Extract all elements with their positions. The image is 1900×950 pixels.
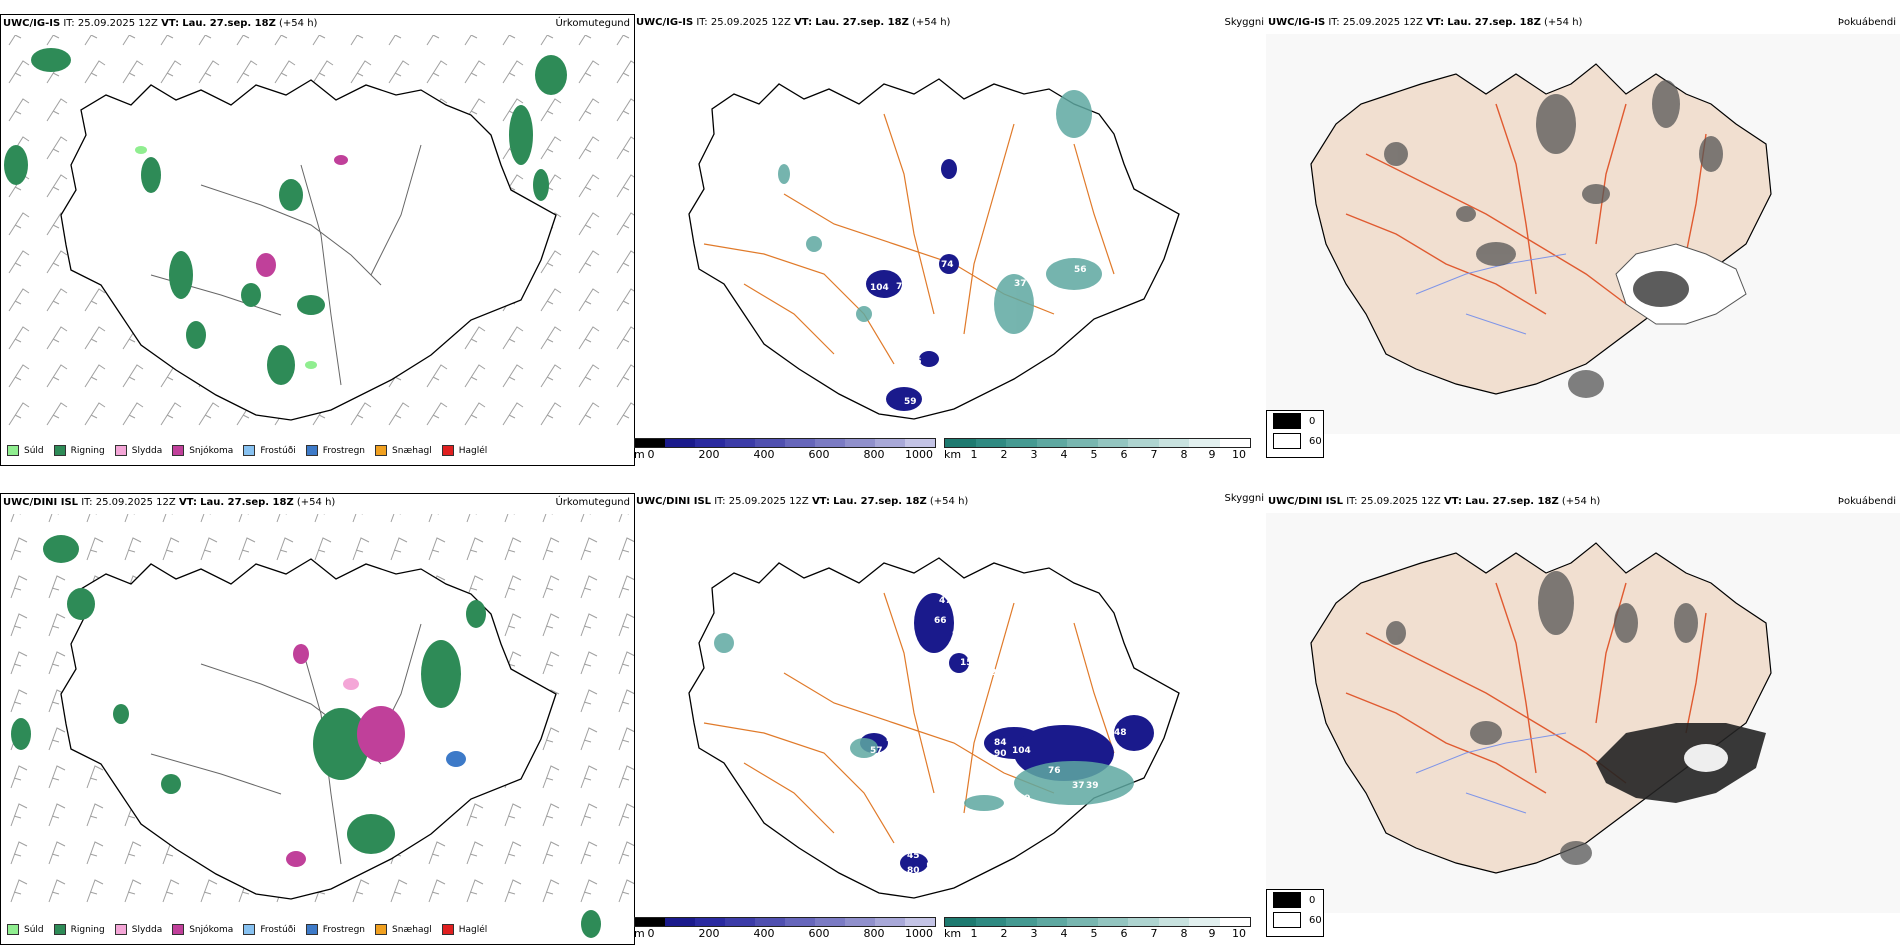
fog-map (1266, 34, 1900, 434)
svg-text:63: 63 (894, 257, 907, 267)
height-colorbar (634, 917, 936, 927)
precip-title: Úrkomutegund (555, 18, 630, 29)
panel-header: UWC/DINI ISL IT: 25.09.2025 12Z VT: Lau.… (1268, 496, 1601, 507)
svg-text:39: 39 (1086, 781, 1099, 791)
svg-text:84: 84 (994, 738, 1007, 748)
svg-text:151: 151 (960, 658, 979, 668)
legend-swatch (53, 445, 66, 456)
panel-header: UWC/IG-IS IT: 25.09.2025 12Z VT: Lau. 27… (1268, 17, 1583, 28)
svg-text:49: 49 (934, 400, 947, 410)
svg-text:80: 80 (988, 786, 1001, 796)
svg-text:72: 72 (896, 282, 909, 292)
panel-header: UWC/IG-IS IT: 25.09.2025 12Z VT: Lau. 27… (3, 18, 318, 29)
svg-text:40: 40 (939, 369, 952, 379)
legend-swatch (243, 445, 256, 456)
svg-text:42: 42 (984, 668, 997, 678)
fog-map (1266, 513, 1900, 913)
visibility-panel-1: UWC/IG-IS IT: 25.09.2025 12Z VT: Lau. 27… (634, 14, 1266, 464)
visibility-panel-2: UWC/DINI ISL IT: 25.09.2025 12Z VT: Lau.… (634, 493, 1264, 940)
svg-text:104: 104 (870, 283, 889, 293)
legend-swatch (114, 924, 127, 935)
svg-text:47: 47 (939, 596, 952, 606)
legend-swatch (305, 924, 318, 935)
legend-swatch (305, 445, 318, 456)
legend-swatch (53, 924, 66, 935)
legend-swatch (172, 445, 185, 456)
height-labels: 47 66 75 151 42 60 84 90 104 76 48 80 49… (870, 596, 1127, 876)
height-colorbar (634, 438, 936, 448)
svg-text:76: 76 (1048, 766, 1061, 776)
vis-unit: km (944, 927, 962, 940)
legend-swatch (7, 924, 19, 935)
legend-swatch (114, 445, 127, 456)
precip-title: Úrkomutegund (555, 497, 630, 508)
legend-swatch (375, 445, 388, 456)
visibility-colorbar (944, 438, 1251, 448)
svg-text:45: 45 (907, 851, 920, 861)
svg-text:48: 48 (1114, 728, 1127, 738)
legend-swatch (441, 445, 454, 456)
fog-panel-1: UWC/IG-IS IT: 25.09.2025 12Z VT: Lau. 27… (1266, 14, 1900, 464)
fog-legend: 0 60 (1266, 410, 1324, 458)
precip-legend: Súld Rigning Slydda Snjókoma Frostúði Fr… (7, 924, 497, 935)
legend-swatch (243, 924, 256, 935)
panel-header: UWC/IG-IS IT: 25.09.2025 12Z VT: Lau. 27… (636, 17, 951, 28)
height-labels: 63 74 104 72 37 56 66 40 59 49 (870, 257, 1087, 410)
precip-map (1, 514, 634, 938)
svg-text:43: 43 (1054, 806, 1067, 816)
height-unit: m (634, 448, 645, 461)
svg-text:60: 60 (939, 731, 952, 741)
panel-header: UWC/DINI ISL IT: 25.09.2025 12Z VT: Lau.… (3, 497, 336, 508)
svg-text:58: 58 (886, 734, 899, 744)
precip-panel-1: UWC/IG-IS IT: 25.09.2025 12Z VT: Lau. 27… (0, 14, 635, 466)
visibility-title: Skyggni (1224, 493, 1264, 504)
fog-panel-2: UWC/DINI ISL IT: 25.09.2025 12Z VT: Lau.… (1266, 493, 1900, 943)
legend-swatch (7, 445, 19, 456)
svg-text:53: 53 (926, 862, 939, 872)
svg-text:37: 37 (1014, 279, 1027, 289)
fog-title: Þokuábendi (1837, 17, 1896, 28)
legend-swatch (375, 924, 388, 935)
svg-text:66: 66 (909, 357, 922, 367)
panel-header: UWC/DINI ISL IT: 25.09.2025 12Z VT: Lau.… (636, 496, 969, 507)
precip-map (1, 35, 634, 435)
svg-text:104: 104 (1012, 746, 1031, 756)
visibility-colorbar (944, 917, 1251, 927)
fog-legend: 0 60 (1266, 889, 1324, 937)
height-unit: m (634, 927, 645, 940)
fog-title: Þokuábendi (1837, 496, 1896, 507)
visibility-map: 47 66 75 151 42 60 84 90 104 76 48 80 49… (688, 557, 1180, 899)
vis-unit: km (944, 448, 962, 461)
precip-panel-2: UWC/DINI ISL IT: 25.09.2025 12Z VT: Lau.… (0, 493, 635, 945)
svg-text:49: 49 (1018, 794, 1031, 804)
legend-swatch (172, 924, 185, 935)
svg-text:90: 90 (994, 749, 1007, 759)
visibility-title: Skyggni (1224, 17, 1264, 28)
svg-text:37: 37 (1072, 781, 1085, 791)
svg-text:57: 57 (870, 746, 883, 756)
svg-text:80: 80 (907, 866, 920, 876)
precip-legend: Súld Rigning Slydda Snjókoma Frostúði Fr… (7, 445, 497, 456)
svg-text:75: 75 (952, 631, 965, 641)
svg-text:56: 56 (1074, 265, 1087, 275)
legend-swatch (441, 924, 454, 935)
visibility-map: 63 74 104 72 37 56 66 40 59 49 (688, 78, 1180, 420)
svg-text:74: 74 (941, 260, 954, 270)
svg-text:59: 59 (904, 397, 917, 407)
svg-text:66: 66 (934, 616, 947, 626)
